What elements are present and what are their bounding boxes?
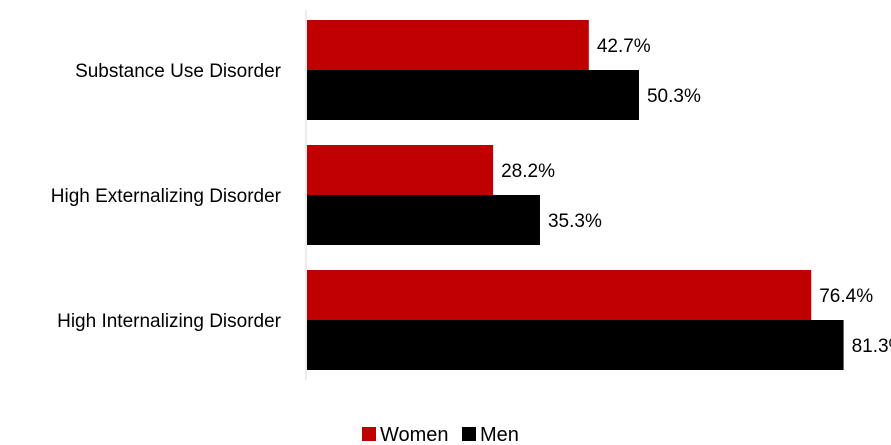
data-label: 35.3% [548,211,602,232]
data-label: 42.7% [597,36,651,57]
bar-women [307,20,589,70]
bar-men [307,195,540,245]
data-label: 28.2% [501,161,555,182]
bar-women [307,270,812,320]
legend: Women Men [362,424,519,445]
data-label: 81.3% [852,336,891,357]
bar-men [307,320,844,370]
bar-women [307,145,494,195]
data-label: 76.4% [819,286,873,307]
data-label: 50.3% [647,86,701,107]
legend-label-women: Women [380,424,449,445]
category-label: High Internalizing Disorder [57,311,282,332]
bar-men [307,70,639,120]
legend-swatch-men [462,427,476,441]
category-label: Substance Use Disorder [75,61,282,82]
category-label: High Externalizing Disorder [51,186,282,207]
legend-label-men: Men [480,424,519,445]
legend-swatch-women [362,427,376,441]
